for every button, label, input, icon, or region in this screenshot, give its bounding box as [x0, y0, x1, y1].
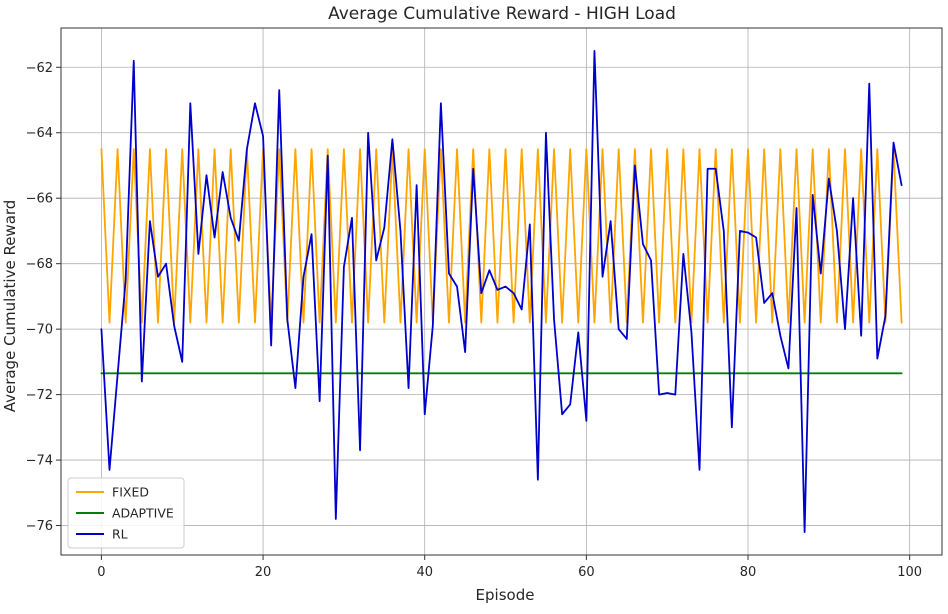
chart-title: Average Cumulative Reward - HIGH Load — [328, 4, 676, 24]
legend-label: ADAPTIVE — [112, 506, 174, 521]
axis-ticks: 0 20 40 60 80 100 −76 −74 −72 −70 −68 −66 −64 −62 — [26, 61, 923, 580]
legend-box — [67, 477, 185, 549]
legend-label: FIXED — [112, 485, 149, 500]
y-tick-label: −64 — [26, 126, 53, 141]
legend: FIXED ADAPTIVE RL — [67, 477, 185, 549]
y-tick-label: −76 — [26, 519, 53, 534]
series-lines — [100, 50, 903, 533]
x-tick-label: 60 — [578, 565, 595, 580]
y-tick-label: −74 — [26, 454, 53, 469]
y-tick-label: −70 — [26, 323, 53, 338]
legend-label: RL — [112, 527, 128, 542]
x-tick-label: 40 — [416, 565, 433, 580]
y-tick-label: −66 — [26, 192, 53, 207]
y-tick-label: −68 — [26, 257, 53, 272]
series-line-rl — [100, 50, 903, 533]
y-tick-label: −72 — [26, 388, 53, 403]
plot-frame — [60, 27, 943, 556]
y-tick-label: −62 — [26, 61, 53, 76]
x-tick-label: 80 — [740, 565, 757, 580]
y-axis-title: Average Cumulative Reward — [1, 200, 19, 413]
x-tick-label: 100 — [897, 565, 922, 580]
x-tick-label: 0 — [97, 565, 105, 580]
x-tick-label: 20 — [255, 565, 272, 580]
x-axis-title: Episode — [476, 586, 535, 604]
series-line-fixed — [100, 148, 903, 324]
grid — [61, 28, 942, 555]
